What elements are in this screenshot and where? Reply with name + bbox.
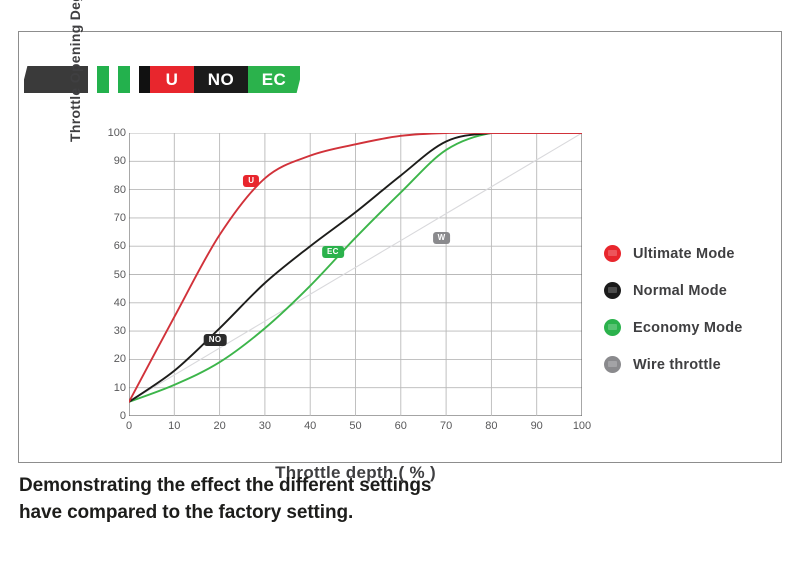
- x-axis-tick-label: 30: [258, 420, 272, 432]
- x-axis-title: Throttle depth ( % ): [275, 463, 436, 482]
- legend-color-dot-icon: [604, 245, 621, 262]
- curve-point-badge: EC: [321, 245, 344, 258]
- y-axis-tick-label: 10: [113, 381, 126, 394]
- y-axis-tick-label: 50: [113, 268, 126, 281]
- figure-caption: Demonstrating the effect the different s…: [19, 473, 719, 527]
- y-axis-title: Throttle Opening Degree ( % ): [67, 0, 83, 142]
- curve-point-badge: U: [243, 175, 260, 188]
- legend-item: Normal Mode: [604, 272, 743, 309]
- brand-segment-gap-1: [88, 66, 97, 93]
- legend-item-label: Economy Mode: [633, 319, 743, 336]
- series-line: [129, 133, 582, 403]
- plot-area: 0 10 20 30 40 50 60 70 80 90 100 0 10 20 30 40 50 60 70 80 9…: [108, 127, 592, 432]
- brand-letter-no: NO: [194, 66, 248, 93]
- plot-wrapper: 0 10 20 30 40 50 60 70 80 90 100 0 10 20 30 40 50 60 70 80 9…: [108, 127, 671, 463]
- chart-panel: U NO EC Throttle Opening Degree ( % ) 0 1…: [18, 0, 782, 482]
- x-axis-tick-label: 50: [349, 420, 362, 432]
- x-axis-tick-label: 80: [485, 420, 498, 432]
- y-axis-tick-label: 90: [113, 155, 126, 168]
- grid-lines: [129, 133, 582, 416]
- legend-color-dot-icon: [604, 319, 621, 336]
- brand-segment-gap-3: [130, 66, 139, 93]
- brand-letter-u: U: [150, 66, 194, 93]
- caption-line-1: Demonstrating the effect the different s…: [19, 475, 432, 496]
- y-axis-tick-label: 70: [113, 211, 126, 224]
- y-axis-tick-label: 20: [113, 353, 126, 366]
- x-axis-tick-label: 60: [394, 420, 407, 432]
- y-axis-tick-label: 100: [107, 127, 126, 139]
- brand-segment-green-1: [97, 66, 109, 93]
- legend-item-label: Wire throttle: [633, 356, 721, 373]
- brand-segment-gap-2: [109, 66, 118, 93]
- curve-point-badge: W: [432, 231, 451, 244]
- caption-line-2: have compared to the factory setting.: [19, 501, 354, 523]
- chart-legend: Ultimate Mode Normal Mode Economy Mode Wire…: [604, 235, 743, 383]
- series-line: [129, 133, 582, 403]
- x-axis-tick-label: 100: [572, 420, 592, 432]
- legend-item-label: Normal Mode: [633, 282, 728, 299]
- series-curves: [129, 133, 582, 403]
- legend-item: Wire throttle: [604, 346, 743, 383]
- x-axis-tick-label: 90: [530, 420, 543, 432]
- x-axis-tick-label: 70: [439, 420, 453, 432]
- y-axis-tick-label: 40: [113, 296, 126, 309]
- y-axis-tick-label: 0: [119, 410, 126, 422]
- legend-color-dot-icon: [604, 356, 621, 373]
- y-axis-tick-label: 80: [113, 183, 126, 196]
- x-axis-tick-label: 0: [125, 420, 133, 432]
- x-axis-tick-label: 40: [304, 420, 317, 432]
- legend-item: Economy Mode: [604, 309, 743, 346]
- legend-item: Ultimate Mode: [604, 235, 743, 272]
- brand-letter-ec: EC: [248, 66, 300, 93]
- legend-item-label: Ultimate Mode: [633, 245, 735, 262]
- x-axis-tick-label: 20: [213, 420, 226, 432]
- y-axis-tick-label: 30: [113, 325, 126, 338]
- series-line: [129, 133, 582, 403]
- curve-point-badge: NO: [203, 333, 227, 346]
- brand-segment-green-2: [118, 66, 130, 93]
- brand-segment-black-stripe: [139, 66, 150, 93]
- x-axis-tick-label: 10: [168, 420, 181, 432]
- legend-color-dot-icon: [604, 282, 621, 299]
- brand-banner: U NO EC: [21, 66, 304, 93]
- y-axis-tick-label: 60: [113, 240, 126, 253]
